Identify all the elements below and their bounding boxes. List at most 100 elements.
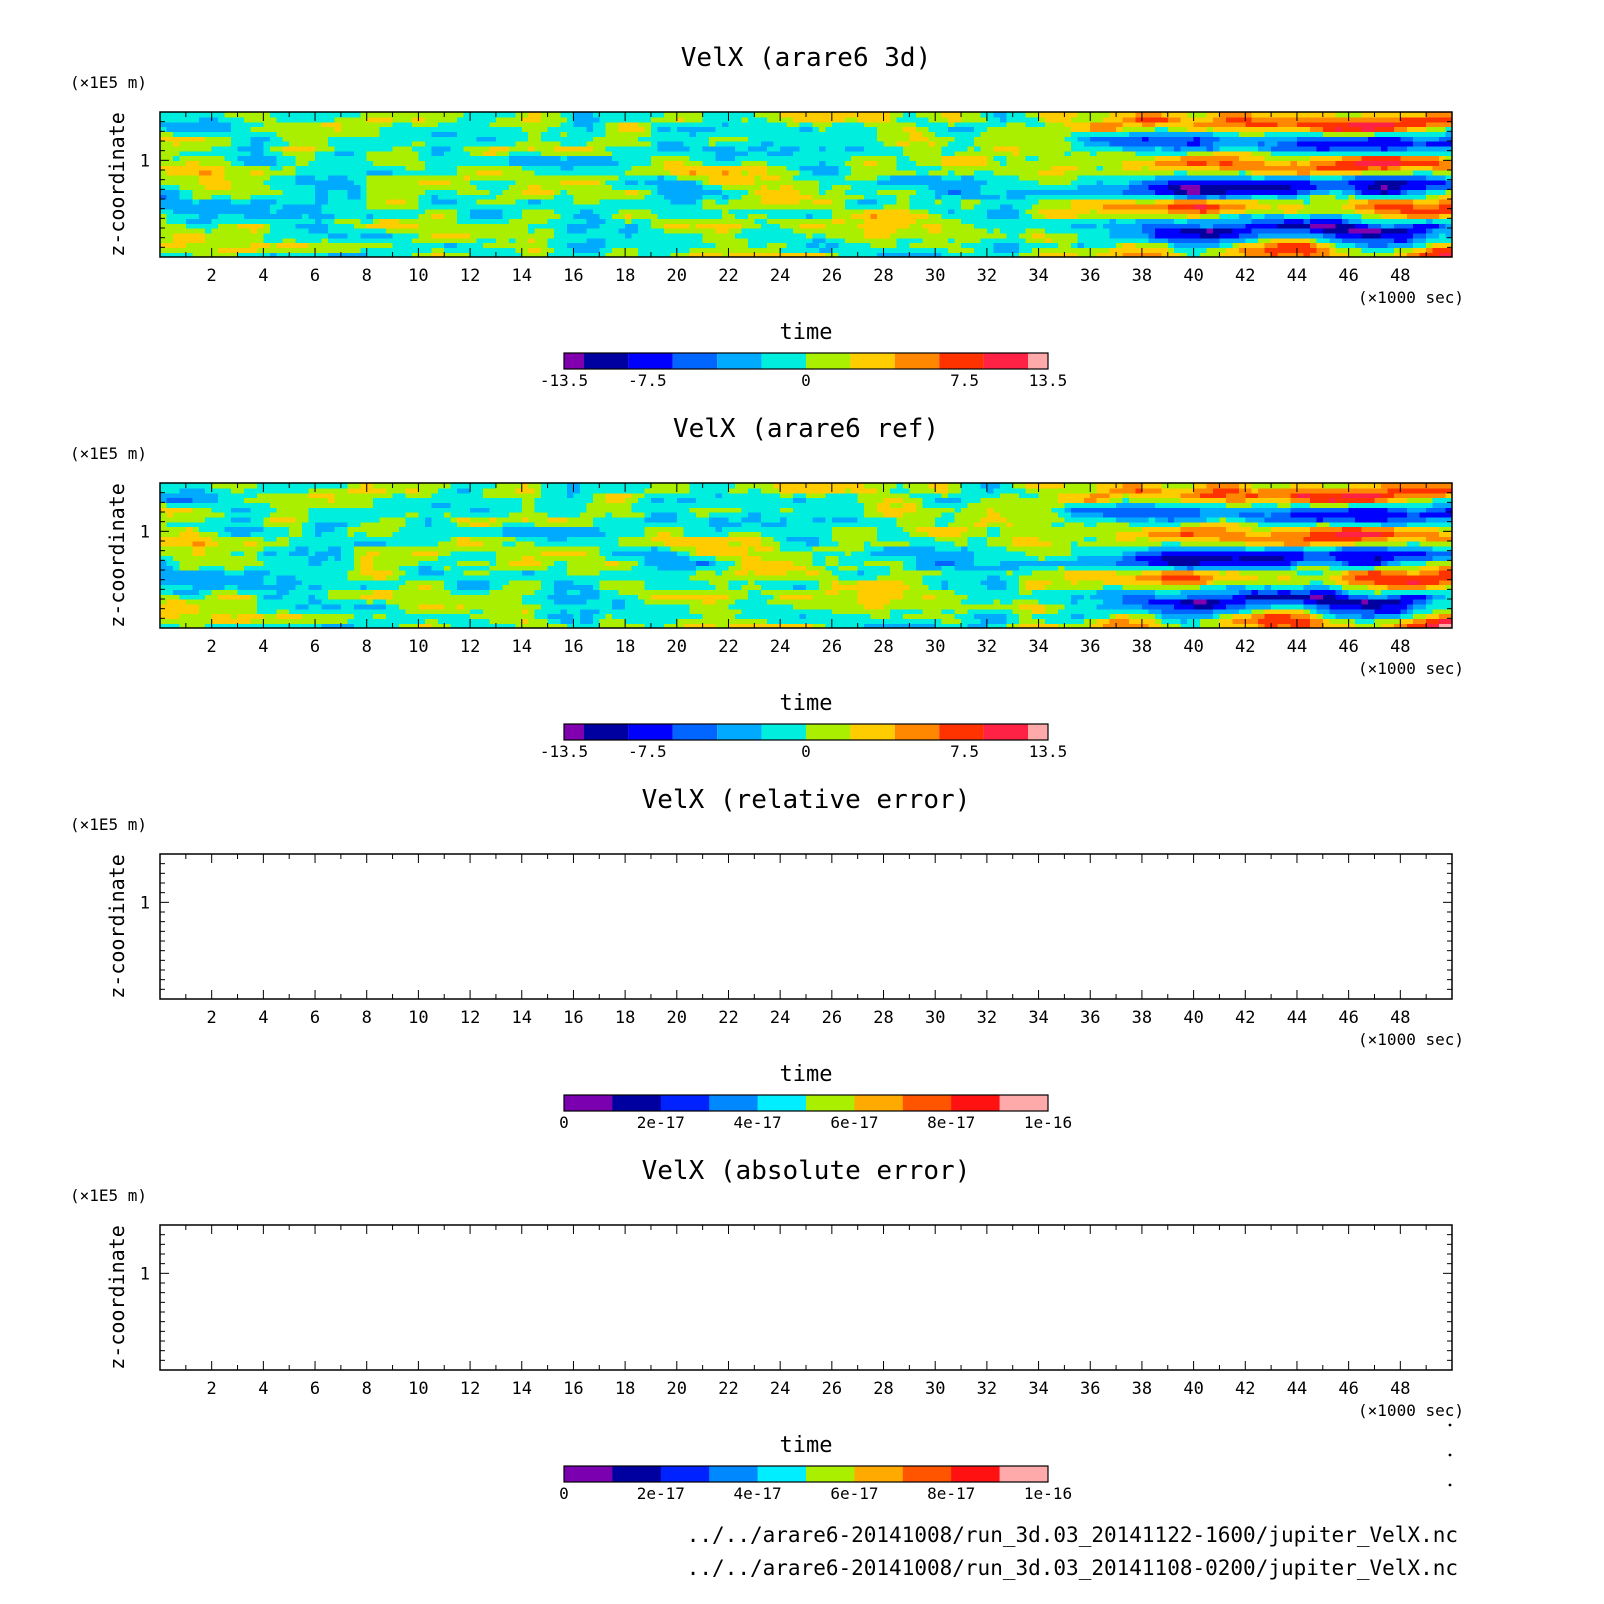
field-cell xyxy=(198,160,206,166)
field-cell xyxy=(528,170,536,176)
field-cell xyxy=(1284,145,1292,152)
field-cell xyxy=(1064,145,1072,152)
field-cell xyxy=(935,179,943,186)
field-cell xyxy=(237,223,245,229)
field-cell xyxy=(1038,170,1046,176)
field-cell xyxy=(424,199,432,205)
field-cell xyxy=(405,208,413,215)
field-cell xyxy=(799,184,807,190)
field-cell xyxy=(489,232,497,239)
field-cell xyxy=(806,184,814,190)
field-cell xyxy=(1167,165,1175,171)
field-cell xyxy=(1296,160,1305,166)
field-cell xyxy=(1116,213,1124,219)
field-cell xyxy=(1116,136,1124,142)
field-cell xyxy=(1342,218,1350,224)
field-cell xyxy=(360,145,368,152)
field-cell xyxy=(1096,194,1104,200)
field-cell xyxy=(1174,141,1182,147)
field-cell xyxy=(1025,237,1033,244)
field-cell xyxy=(185,174,193,181)
field-cell xyxy=(1393,184,1401,190)
field-cell xyxy=(1122,194,1130,200)
field-cell xyxy=(321,199,329,205)
field-cell xyxy=(353,252,361,258)
field-cell xyxy=(973,160,982,166)
field-cell xyxy=(1284,179,1292,186)
field-cell xyxy=(302,174,310,181)
field-cell xyxy=(786,145,794,152)
field-cell xyxy=(683,228,691,234)
field-cell xyxy=(1361,213,1369,219)
field-cell xyxy=(431,247,439,253)
field-cell xyxy=(450,165,458,171)
field-cell xyxy=(838,242,846,248)
field-cell xyxy=(702,136,710,142)
field-cell xyxy=(1245,170,1253,176)
field-cell xyxy=(722,218,730,224)
field-cell xyxy=(818,136,826,142)
field-cell xyxy=(476,184,484,190)
field-cell xyxy=(1322,237,1330,244)
field-cell xyxy=(747,136,755,142)
field-cell xyxy=(418,136,426,142)
field-cell xyxy=(1129,179,1137,186)
field-cell xyxy=(586,145,594,152)
field-cell xyxy=(554,150,562,157)
field-cell xyxy=(715,179,723,186)
field-cell xyxy=(1180,228,1188,234)
field-cell xyxy=(1154,242,1162,248)
field-cell xyxy=(961,165,969,171)
field-cell xyxy=(1025,252,1033,258)
field-cell xyxy=(399,189,407,195)
field-cell xyxy=(392,252,400,258)
field-cell xyxy=(386,155,394,161)
field-cell xyxy=(282,189,290,195)
field-cell xyxy=(1251,150,1259,157)
field-cell xyxy=(450,179,458,186)
field-cell xyxy=(521,228,529,234)
field-cell xyxy=(1116,194,1124,200)
field-cell xyxy=(444,189,452,195)
field-cell xyxy=(327,174,336,181)
field-cell xyxy=(1045,218,1053,224)
field-cell xyxy=(289,242,297,248)
field-cell xyxy=(831,170,839,176)
field-cell xyxy=(838,223,846,229)
field-cell xyxy=(405,189,413,195)
field-cell xyxy=(657,242,665,248)
field-cell xyxy=(1238,203,1246,210)
field-cell xyxy=(1296,218,1305,224)
field-cell xyxy=(812,232,820,239)
field-cell xyxy=(715,184,723,190)
field-cell xyxy=(528,194,536,200)
field-cell xyxy=(554,232,562,239)
field-cell xyxy=(1355,150,1363,157)
field-cell xyxy=(463,218,471,224)
field-cell xyxy=(1103,247,1111,253)
field-cell xyxy=(450,189,458,195)
field-cell xyxy=(644,141,652,147)
field-cell xyxy=(993,247,1001,253)
field-cell xyxy=(166,160,174,166)
field-cell xyxy=(909,242,917,248)
field-cell xyxy=(1335,213,1343,219)
field-cell xyxy=(282,199,290,205)
field-cell xyxy=(521,145,529,152)
field-cell xyxy=(1426,145,1434,152)
field-cell xyxy=(1038,155,1046,161)
field-cell xyxy=(1129,189,1137,195)
field-cell xyxy=(289,247,297,253)
field-cell xyxy=(1400,160,1408,166)
field-cell xyxy=(1012,223,1020,229)
field-cell xyxy=(1077,208,1085,215)
field-cell xyxy=(870,228,878,234)
field-cell xyxy=(1103,165,1111,171)
field-cell xyxy=(831,218,839,224)
field-cell xyxy=(1070,252,1078,258)
field-cell xyxy=(1212,184,1221,190)
field-cell xyxy=(373,184,381,190)
field-cell xyxy=(534,232,542,239)
field-cell xyxy=(411,194,419,200)
field-cell xyxy=(928,150,936,157)
